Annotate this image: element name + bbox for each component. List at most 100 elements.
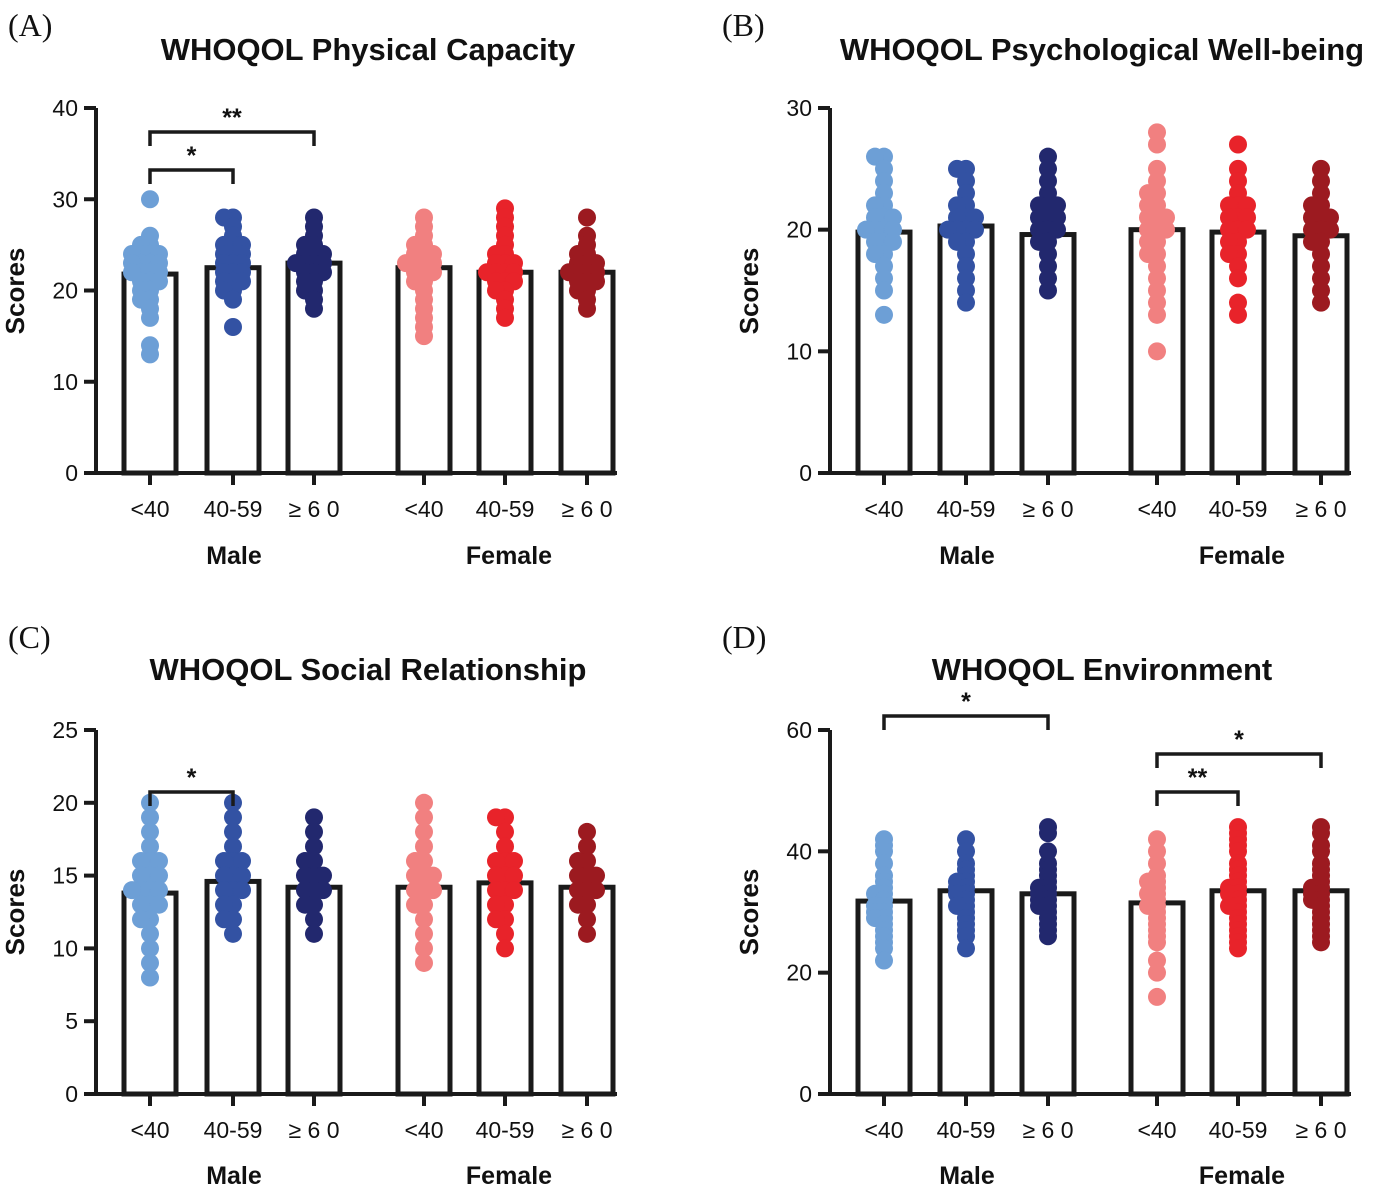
x-tick-label: ≥ 6 0 xyxy=(289,1117,340,1143)
x-tick-label: ≥ 6 0 xyxy=(289,496,340,522)
significance-label: * xyxy=(961,688,971,716)
group-label-female: Female xyxy=(466,1162,552,1190)
data-point xyxy=(496,822,514,841)
data-point xyxy=(505,866,523,885)
x-tick-label: 40-59 xyxy=(204,1117,263,1143)
data-point xyxy=(1229,135,1247,154)
chart-title: WHOQOL Psychological Well-being xyxy=(840,32,1364,67)
significance-label: * xyxy=(187,142,197,170)
significance-label: * xyxy=(1234,726,1244,754)
data-point xyxy=(123,881,141,900)
data-point xyxy=(1039,927,1057,946)
bar-3 xyxy=(395,884,453,1097)
data-point xyxy=(224,924,242,943)
data-point xyxy=(132,910,150,929)
significance-bracket xyxy=(882,714,1050,730)
x-tick-label: 40-59 xyxy=(204,496,263,522)
bar-3 xyxy=(395,265,453,476)
group-label-female: Female xyxy=(1199,542,1285,570)
panel-label: (A) xyxy=(8,7,52,43)
x-tick-label: 40-59 xyxy=(476,1117,535,1143)
panel-a: (A) WHOQOL Physical Capacity Scores 0 10 2… xyxy=(0,7,617,570)
x-tick-label: <40 xyxy=(864,496,903,522)
data-point xyxy=(305,822,323,841)
x-tick-label: 40-59 xyxy=(1209,496,1268,522)
panel-label: (D) xyxy=(722,619,766,655)
y-tick-label: 40 xyxy=(52,95,78,121)
data-point xyxy=(215,895,233,914)
x-tick-label: ≥ 6 0 xyxy=(1023,1117,1074,1143)
y-axis-label: Scores xyxy=(0,248,30,335)
x-tick-label: ≥ 6 0 xyxy=(562,496,613,522)
data-point xyxy=(233,852,251,871)
data-point xyxy=(1148,135,1166,154)
data-point xyxy=(569,895,587,914)
data-point xyxy=(296,881,314,900)
data-point xyxy=(314,881,332,900)
data-point xyxy=(496,837,514,856)
data-point xyxy=(150,895,168,914)
data-point xyxy=(1312,293,1330,312)
data-point xyxy=(578,299,596,318)
bar-2 xyxy=(1019,891,1077,1097)
significance-bracket xyxy=(148,168,235,184)
data-point xyxy=(296,895,314,914)
data-point xyxy=(415,837,433,856)
data-point xyxy=(424,866,442,885)
data-point xyxy=(496,924,514,943)
data-point xyxy=(1148,342,1166,361)
y-tick-label: 0 xyxy=(65,460,78,486)
chart-title: WHOQOL Social Relationship xyxy=(150,652,587,687)
data-point xyxy=(1312,933,1330,952)
panel-b: (B) WHOQOL Psychological Well-being Scor… xyxy=(722,7,1364,570)
y-tick-label: 0 xyxy=(799,1081,812,1107)
significance-label: ** xyxy=(1188,764,1208,792)
group-label-female: Female xyxy=(1199,1162,1285,1190)
y-tick-label: 30 xyxy=(786,95,812,121)
x-tick-label: ≥ 6 0 xyxy=(1023,496,1074,522)
significance-bracket xyxy=(1155,752,1323,768)
data-point xyxy=(1229,269,1247,288)
y-tick-label: 0 xyxy=(65,1081,78,1107)
data-point xyxy=(406,881,424,900)
data-point xyxy=(305,910,323,929)
data-point xyxy=(957,939,975,958)
data-point xyxy=(224,290,242,309)
data-point xyxy=(487,910,505,929)
data-point xyxy=(415,793,433,812)
data-point xyxy=(296,866,314,885)
panel-c: (C) WHOQOL Social Relationship Scores 0 5… xyxy=(0,619,617,1190)
y-tick-label: 20 xyxy=(786,217,812,243)
data-point xyxy=(215,910,233,929)
y-axis-label: Scores xyxy=(734,248,764,335)
x-tick-label: <40 xyxy=(404,496,443,522)
data-point xyxy=(875,951,893,970)
data-point xyxy=(415,822,433,841)
data-point xyxy=(141,308,159,327)
significance-label: * xyxy=(187,764,197,792)
data-point xyxy=(406,895,424,914)
x-tick-label: 40-59 xyxy=(937,1117,996,1143)
plot-area: 0 10 20 30 <40 40-59 ≥ 6 0 <40 40-59 ≥ 6 0 xyxy=(786,95,1351,522)
data-point xyxy=(215,881,233,900)
data-point xyxy=(150,866,168,885)
data-point xyxy=(415,953,433,972)
data-point xyxy=(296,852,314,871)
chart-title: WHOQOL Physical Capacity xyxy=(161,32,576,67)
data-point xyxy=(132,866,150,885)
data-point xyxy=(132,895,150,914)
data-point xyxy=(415,939,433,958)
x-tick-label: <40 xyxy=(1137,1117,1176,1143)
data-point xyxy=(487,866,505,885)
data-point xyxy=(406,852,424,871)
significance-bracket xyxy=(148,790,235,806)
data-point xyxy=(415,808,433,827)
chart-title: WHOQOL Environment xyxy=(932,652,1272,687)
data-point xyxy=(487,852,505,871)
data-point xyxy=(569,881,587,900)
y-tick-label: 10 xyxy=(52,935,78,961)
data-point xyxy=(1148,305,1166,324)
x-tick-label: <40 xyxy=(1137,496,1176,522)
